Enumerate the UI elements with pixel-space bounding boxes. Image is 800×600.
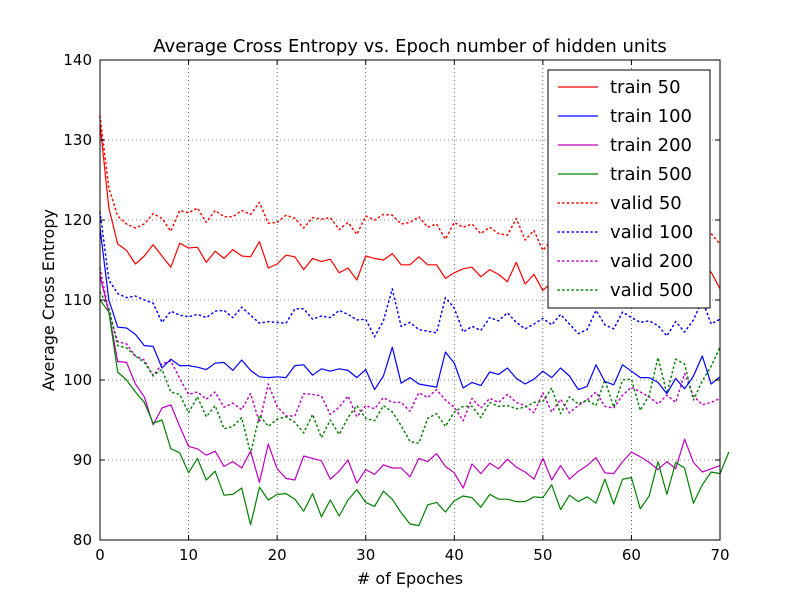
- x-tick-label: 30: [356, 546, 375, 564]
- y-tick-label: 80: [73, 531, 92, 549]
- legend-label: train 100: [610, 106, 692, 127]
- series-line-train-200: [99, 275, 721, 489]
- legend: train 50 train 100 train 200 train 500 valid…: [547, 69, 711, 309]
- series-line-valid-50: [99, 115, 721, 252]
- y-tick-label: 100: [63, 371, 92, 389]
- series-line-valid-100: [99, 211, 721, 338]
- legend-box: [547, 69, 711, 309]
- legend-label: valid 200: [610, 251, 693, 272]
- legend-label: valid 500: [610, 280, 693, 301]
- y-tick-label: 90: [73, 451, 92, 469]
- x-axis-label: # of Epoches: [357, 569, 463, 588]
- legend-label: train 50: [610, 77, 681, 98]
- series-line-valid-200: [99, 267, 721, 424]
- x-tick-label: 20: [268, 546, 287, 564]
- x-tick-label: 0: [95, 546, 105, 564]
- y-tick-label: 130: [63, 131, 92, 149]
- x-tick-label: 60: [622, 546, 641, 564]
- x-tick-label: 10: [179, 546, 198, 564]
- x-tick-label: 70: [710, 546, 729, 564]
- legend-label: valid 50: [610, 193, 682, 214]
- axis-ticks: 0 10 20 30 40 50 60 70 80 90 100 110 120 130 140: [63, 51, 729, 564]
- series-line-train-100: [99, 227, 721, 395]
- y-tick-label: 110: [63, 291, 92, 309]
- series-line-valid-500: [99, 291, 721, 455]
- y-axis-label: Average Cross Entropy: [39, 209, 58, 391]
- legend-label: train 500: [610, 164, 692, 185]
- y-tick-label: 140: [63, 51, 92, 69]
- legend-label: valid 100: [610, 222, 693, 243]
- series-line-train-500: [99, 299, 730, 527]
- chart-title: Average Cross Entropy vs. Epoch number o…: [153, 36, 666, 57]
- x-tick-label: 50: [533, 546, 552, 564]
- legend-label: train 200: [610, 135, 692, 156]
- x-tick-label: 40: [445, 546, 464, 564]
- y-tick-label: 120: [63, 211, 92, 229]
